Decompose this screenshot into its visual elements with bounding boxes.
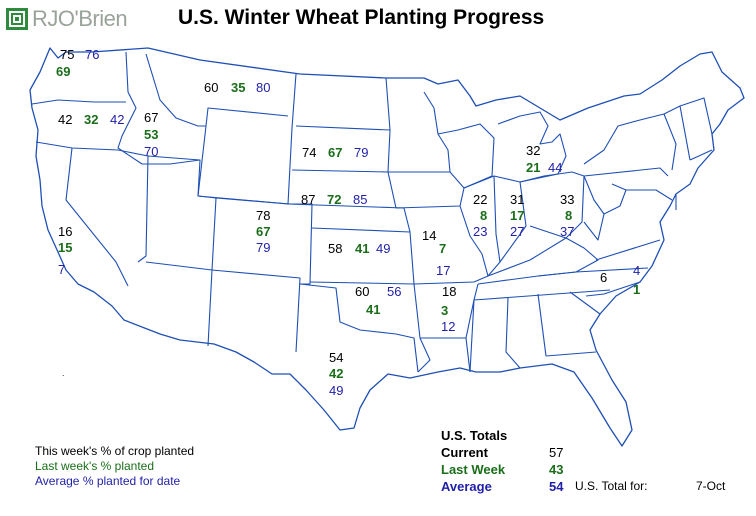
mi-current: 32	[526, 143, 541, 158]
ok-last-week: 41	[366, 302, 381, 317]
totals-last-week-row: Last Week 43	[441, 461, 741, 478]
id-last-week: 53	[144, 127, 159, 142]
wa-current: 75	[60, 47, 75, 62]
totals-for-label: U.S. Total for:	[575, 479, 648, 493]
us-totals: U.S. Totals Current 57 Last Week 43 Aver…	[441, 427, 741, 495]
mt-current: 60	[204, 80, 219, 95]
wa-last-week: 69	[56, 64, 71, 79]
ks-current: 58	[328, 241, 343, 256]
or-average: 42	[110, 112, 125, 127]
nc-last-week: 1	[633, 282, 641, 297]
legend-current: This week's % of crop planted	[35, 444, 195, 458]
totals-average-label: Average	[441, 479, 492, 494]
co-average: 79	[256, 240, 271, 255]
ne-current: 87	[301, 192, 316, 207]
mt-last-week: 35	[231, 80, 246, 95]
id-current: 67	[144, 110, 159, 125]
in-last-week: 17	[510, 208, 525, 223]
mt-average: 80	[256, 80, 271, 95]
ne-last-week: 72	[327, 192, 342, 207]
nc-current: 6	[600, 270, 608, 285]
totals-current-label: Current	[441, 445, 488, 460]
tx-average: 49	[329, 383, 344, 398]
legend-average: Average % planted for date	[35, 474, 181, 488]
ok-current: 60	[355, 284, 370, 299]
totals-average-value: 54	[549, 479, 564, 494]
ar-last-week: 3	[441, 303, 449, 318]
sd-average: 79	[354, 145, 369, 160]
legend-last-week: Last week's % planted	[35, 459, 155, 473]
in-current: 31	[510, 192, 525, 207]
or-last-week: 32	[84, 112, 99, 127]
legend: This week's % of crop planted Last week'…	[35, 444, 194, 489]
ok-average: 56	[387, 284, 402, 299]
il-average: 23	[473, 224, 488, 239]
ca-last-week: 15	[58, 240, 73, 255]
totals-heading: U.S. Totals	[441, 428, 508, 443]
or-current: 42	[58, 112, 73, 127]
map-title: U.S. Winter Wheat Planting Progress	[178, 6, 545, 29]
us-outline	[29, 47, 745, 447]
mi-last-week: 21	[526, 160, 541, 175]
il-current: 22	[473, 192, 488, 207]
sd-current: 74	[302, 145, 317, 160]
logo-text: RJO'Brien	[32, 6, 128, 31]
ca-average: 7	[58, 262, 66, 277]
oh-average: 37	[560, 224, 575, 239]
ca-current: 16	[58, 224, 73, 239]
ar-average: 12	[441, 319, 456, 334]
totals-last-week-value: 43	[549, 462, 564, 477]
totals-current-row: Current 57	[441, 444, 741, 461]
mo-last-week: 7	[439, 241, 447, 256]
wa-average: 76	[85, 47, 100, 62]
mo-current: 14	[422, 228, 437, 243]
oh-current: 33	[560, 192, 575, 207]
oh-last-week: 8	[565, 208, 573, 223]
mi-average: 44	[548, 160, 563, 175]
il-last-week: 8	[480, 208, 488, 223]
id-average: 70	[144, 144, 159, 159]
logo-mark-icon	[6, 8, 28, 30]
sd-last-week: 67	[328, 145, 343, 160]
nc-average: 4	[633, 263, 641, 278]
totals-date: 7-Oct	[696, 479, 726, 493]
tx-current: 54	[329, 350, 344, 365]
totals-current-value: 57	[549, 445, 564, 460]
tx-last-week: 42	[329, 366, 344, 381]
in-average: 27	[510, 224, 525, 239]
mo-average: 17	[436, 263, 451, 278]
ar-current: 18	[442, 284, 457, 299]
ne-average: 85	[353, 192, 368, 207]
ks-average: 49	[376, 241, 391, 256]
map-dot: .	[62, 368, 65, 378]
totals-last-week-label: Last Week	[441, 462, 506, 477]
ks-last-week: 41	[355, 241, 370, 256]
totals-average-row: Average 54 U.S. Total for: 7-Oct	[441, 478, 741, 495]
totals-heading-row: U.S. Totals	[441, 427, 741, 444]
co-last-week: 67	[256, 224, 271, 239]
co-current: 78	[256, 208, 271, 223]
rjobrien-logo: RJO'Brien	[6, 4, 128, 34]
